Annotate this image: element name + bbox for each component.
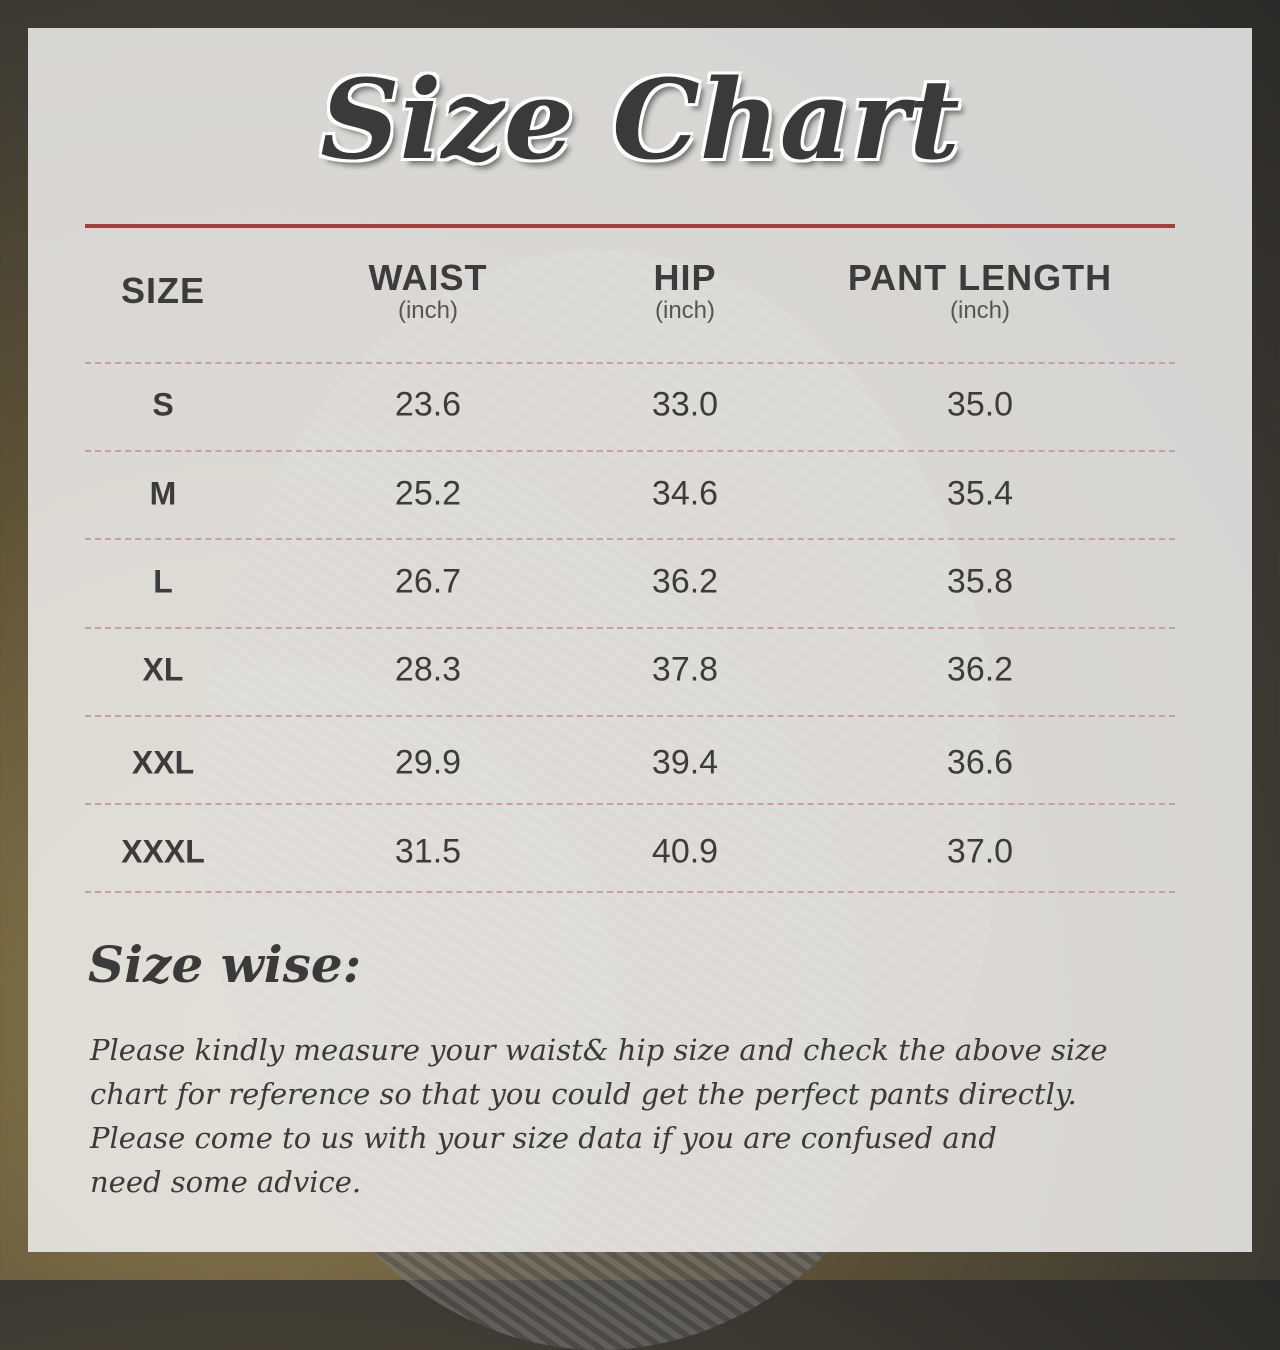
header-size: SIZE: [121, 270, 205, 312]
row-divider: [85, 538, 1175, 540]
waist-cell: 29.9: [394, 743, 462, 782]
title-divider: [85, 224, 1175, 228]
waist-cell: 28.3: [394, 650, 462, 689]
note-title: Size wise:: [88, 935, 362, 994]
header-unit: (inch): [949, 297, 1011, 324]
size-chart-panel: [28, 28, 1252, 1252]
pant-length-cell: 37.0: [946, 832, 1014, 871]
note-line: need some advice.: [90, 1165, 362, 1199]
note-line: chart for reference so that you could ge…: [90, 1077, 1077, 1111]
pant-length-cell: 36.2: [946, 650, 1014, 689]
note-line: Please come to us with your size data if…: [90, 1121, 997, 1155]
note-line: Please kindly measure your waist& hip si…: [90, 1033, 1108, 1067]
hip-cell: 34.6: [651, 474, 719, 513]
waist-cell: 23.6: [394, 385, 462, 424]
header-label: WAIST: [368, 257, 488, 298]
header-pant-length: PANT LENGTH (inch): [848, 257, 1112, 323]
row-divider: [85, 450, 1175, 452]
waist-cell: 25.2: [394, 474, 462, 513]
header-label: HIP: [653, 257, 717, 298]
row-divider: [85, 803, 1175, 805]
header-label: PANT LENGTH: [847, 257, 1113, 298]
row-divider: [85, 891, 1175, 893]
waist-cell: 31.5: [394, 832, 462, 871]
size-cell: XXXL: [121, 833, 205, 870]
pant-length-cell: 35.8: [946, 562, 1014, 601]
size-cell: XL: [142, 651, 184, 688]
hip-cell: 36.2: [651, 562, 719, 601]
waist-cell: 26.7: [394, 562, 462, 601]
header-unit: (inch): [397, 297, 458, 324]
size-cell: S: [152, 386, 174, 423]
header-waist: WAIST (inch): [369, 257, 488, 323]
row-divider: [85, 627, 1175, 629]
size-cell: M: [149, 475, 177, 512]
hip-cell: 40.9: [651, 832, 719, 871]
header-hip: HIP (inch): [653, 257, 716, 323]
hip-cell: 37.8: [651, 650, 719, 689]
header-label: SIZE: [120, 270, 206, 311]
pant-length-cell: 35.4: [946, 474, 1014, 513]
row-divider: [85, 362, 1175, 364]
size-cell: XXL: [131, 744, 195, 781]
row-divider: [85, 715, 1175, 717]
pant-length-cell: 36.6: [946, 743, 1014, 782]
hip-cell: 39.4: [651, 743, 719, 782]
header-unit: (inch): [654, 297, 716, 324]
page-title: Size Chart: [320, 55, 960, 184]
hip-cell: 33.0: [651, 385, 719, 424]
note-paragraph: Please kindly measure your waist& hip si…: [90, 1028, 1240, 1204]
pant-length-cell: 35.0: [946, 385, 1014, 424]
size-cell: L: [153, 563, 173, 600]
